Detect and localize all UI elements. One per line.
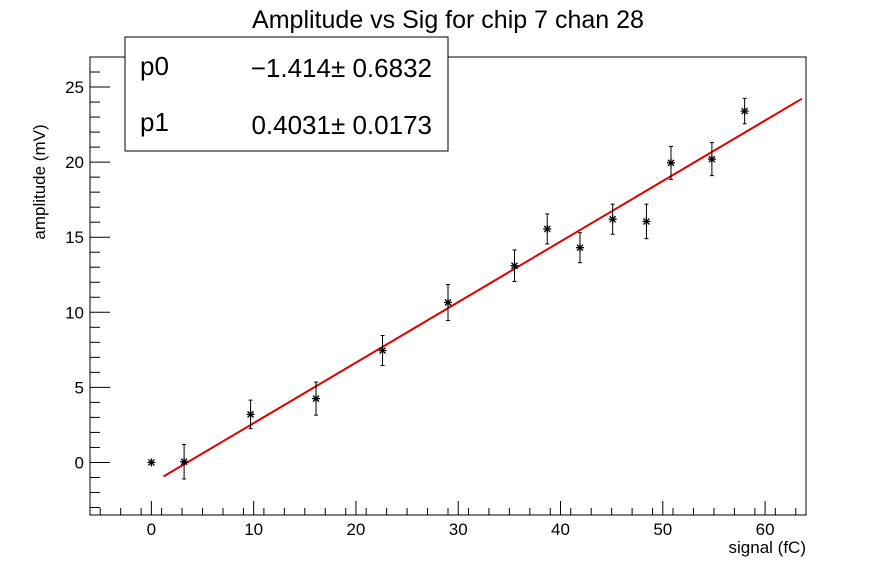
y-tick-label: 0: [75, 453, 84, 472]
x-tick-label: 10: [244, 520, 263, 539]
point-marker: [247, 410, 255, 418]
x-tick-label: 30: [449, 520, 468, 539]
chart-title: Amplitude vs Sig for chip 7 chan 28: [252, 6, 644, 34]
y-tick-label: 20: [65, 153, 84, 172]
fit-stats-box: p0 −1.414± 0.6832 p1 0.4031± 0.0173: [124, 36, 449, 152]
point-marker: [576, 244, 584, 252]
axis-ticks: [90, 71, 797, 515]
stats-box-border: [124, 36, 449, 152]
point-marker: [444, 299, 452, 306]
x-tick-label: 40: [551, 520, 570, 539]
x-tick-label: 0: [147, 520, 156, 539]
point-marker: [312, 395, 320, 403]
tick-labels: 0 10 20 30 40 50 60 0 5 10 15 20 25: [65, 78, 774, 539]
point-marker: [642, 217, 650, 225]
stat-value-p1: 0.4031± 0.0173: [251, 110, 432, 140]
data-point: [666, 145, 675, 180]
y-tick-label: 10: [65, 303, 84, 322]
stat-name-p0: p0: [140, 51, 169, 81]
data-point: [180, 443, 189, 480]
point-marker: [708, 155, 716, 163]
data-point: [642, 203, 651, 240]
data-point: [444, 283, 452, 322]
data-point: [740, 97, 749, 125]
y-tick-label: 25: [65, 78, 84, 97]
y-tick-label: 15: [65, 228, 84, 247]
data-point: [543, 213, 552, 245]
point-marker: [379, 347, 386, 355]
data-point: [707, 142, 716, 177]
point-marker: [741, 107, 749, 115]
point-marker: [609, 215, 617, 223]
x-tick-label: 20: [346, 520, 365, 539]
y-axis-label: amplitude (mV): [30, 124, 49, 239]
x-tick-label: 60: [756, 520, 775, 539]
data-points: [147, 97, 749, 480]
data-point: [608, 203, 617, 235]
fit-line: [163, 97, 803, 478]
y-tick-label: 5: [75, 378, 84, 397]
point-marker: [543, 225, 551, 233]
stat-value-p0: −1.414± 0.6832: [251, 53, 432, 83]
data-point: [378, 335, 387, 367]
data-point: [510, 249, 519, 282]
fit-layer: [163, 97, 803, 478]
point-marker: [147, 458, 155, 466]
point-marker: [667, 159, 675, 167]
point-marker: [180, 458, 188, 466]
point-marker: [511, 262, 518, 270]
data-point: [575, 232, 584, 264]
data-point: [312, 381, 321, 416]
x-tick-label: 50: [653, 520, 672, 539]
data-point: [147, 458, 156, 467]
stat-name-p1: p1: [140, 107, 169, 137]
x-axis-label: signal (fC): [729, 538, 806, 557]
data-point: [246, 399, 255, 430]
